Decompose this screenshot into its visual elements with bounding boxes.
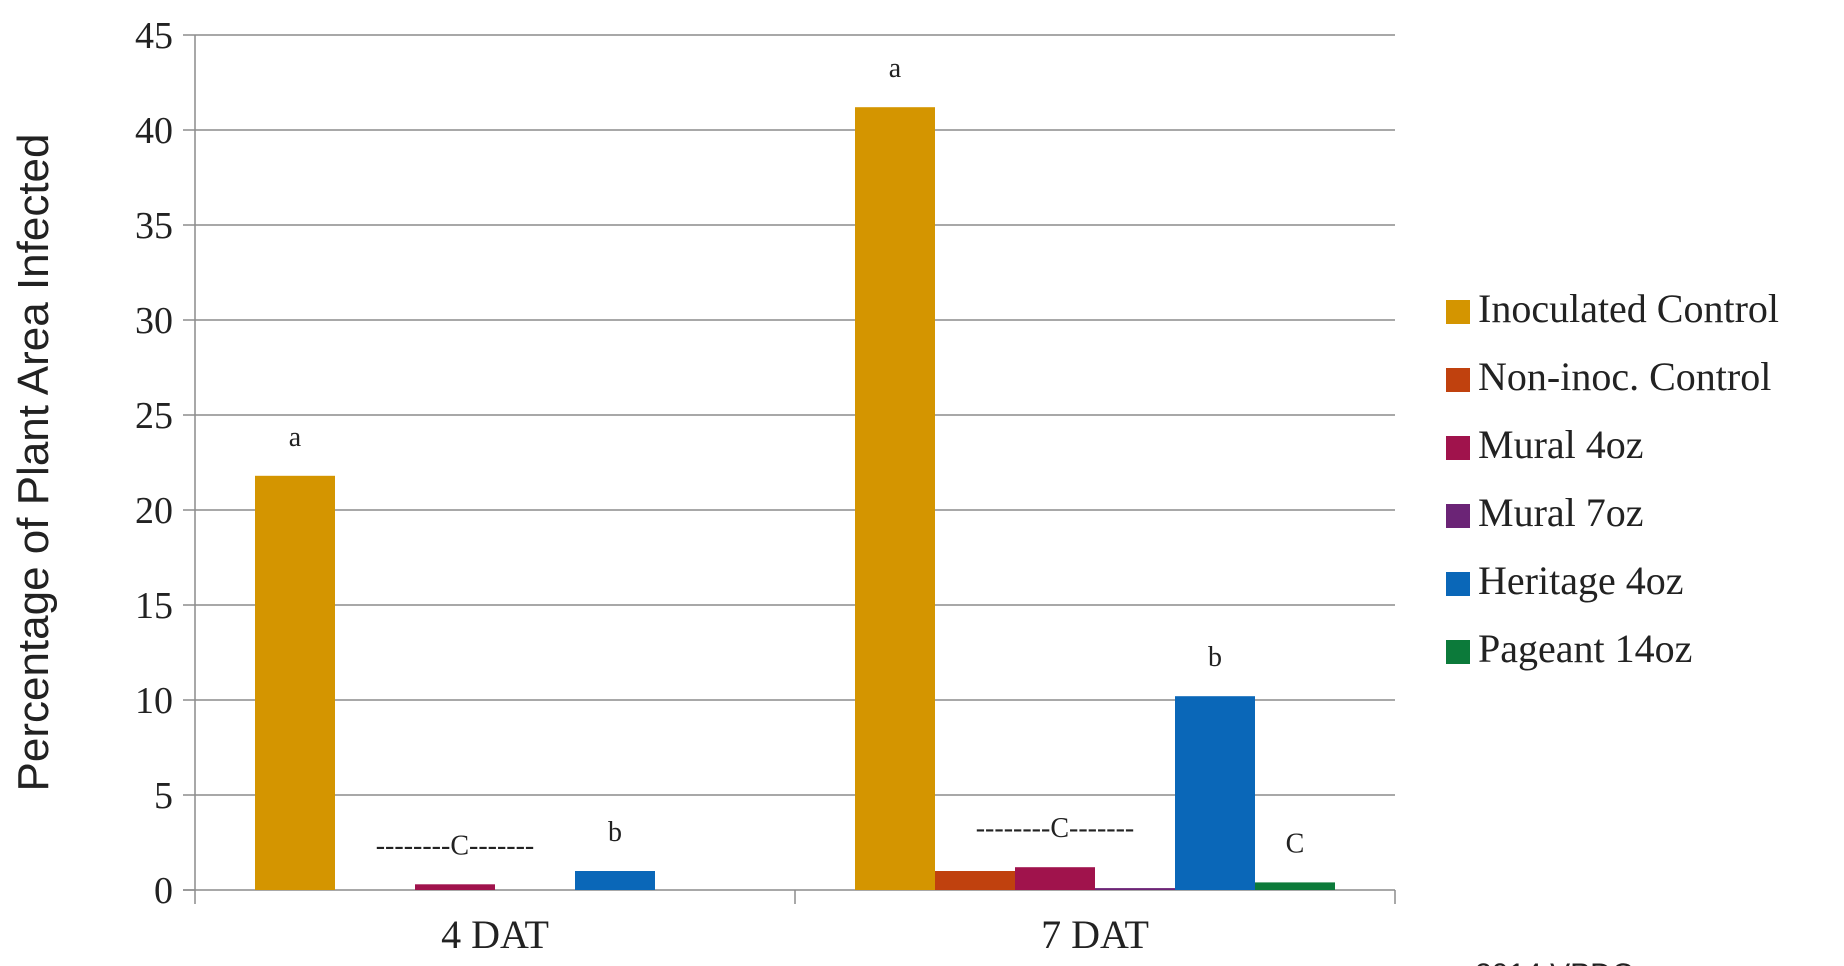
x-category-label-4-dat: 4 DAT [441, 912, 549, 957]
y-tick-label-25: 25 [135, 395, 173, 437]
bar-7-dat-non-inoc-control [935, 871, 1015, 890]
x-axis: 4 DAT 7 DAT [183, 889, 1396, 957]
y-tick-label-20: 20 [135, 490, 173, 532]
bar-7-dat-mural-7oz [1095, 888, 1175, 890]
y-tick-label-0: 0 [154, 870, 173, 912]
y-tick-label-40: 40 [135, 110, 173, 152]
legend-swatch-mural-7oz [1446, 504, 1470, 528]
y-axis-title: Percentage of Plant Area Infected [9, 133, 58, 791]
legend-swatch-heritage-4oz [1446, 572, 1470, 596]
bar-7-dat-heritage-4oz [1175, 696, 1255, 890]
legend-label-pageant-14oz: Pageant 14oz [1478, 626, 1692, 671]
annotation-5: b [1208, 642, 1222, 673]
bar-7-dat-pageant-14oz [1255, 882, 1335, 890]
bars [255, 107, 1335, 890]
y-tick-label-15: 15 [135, 585, 173, 627]
y-tick-label-30: 30 [135, 300, 173, 342]
legend-swatch-inoculated-control [1446, 300, 1470, 324]
footer-text: 2014 VPDC [1475, 958, 1633, 966]
annotations: a --------C------- b a --------C------- b C [289, 53, 1305, 861]
bar-4-dat-inoculated-control [255, 475, 335, 890]
annotation-6: C [1286, 828, 1305, 859]
y-tick-label-10: 10 [135, 680, 173, 722]
y-tick-label-5: 5 [154, 775, 173, 817]
bar-7-dat-inoculated-control [855, 107, 935, 890]
annotation-2: b [608, 817, 622, 848]
legend-swatch-mural-4oz [1446, 436, 1470, 460]
bar-4-dat-heritage-4oz [575, 871, 655, 890]
legend-label-heritage-4oz: Heritage 4oz [1478, 558, 1683, 603]
legend-label-inoculated-control: Inoculated Control [1478, 286, 1779, 331]
y-axis: 0 5 10 15 20 25 30 35 40 45 [135, 15, 196, 912]
annotation-4: --------C------- [976, 813, 1135, 844]
legend-label-mural-4oz: Mural 4oz [1478, 422, 1644, 467]
bar-7-dat-mural-4oz [1015, 867, 1095, 890]
legend-swatch-non-inoc-control [1446, 368, 1470, 392]
x-category-label-7-dat: 7 DAT [1041, 912, 1149, 957]
annotation-1: --------C------- [376, 830, 535, 861]
bar-4-dat-mural-4oz [415, 884, 495, 890]
gridlines [195, 34, 1395, 796]
y-tick-label-35: 35 [135, 205, 173, 247]
legend: Inoculated Control Non-inoc. Control Mural… [1446, 286, 1779, 671]
legend-label-mural-7oz: Mural 7oz [1478, 490, 1644, 535]
annotation-3: a [889, 53, 902, 84]
legend-label-non-inoc-control: Non-inoc. Control [1478, 354, 1771, 399]
y-tick-label-45: 45 [135, 15, 173, 57]
annotation-0: a [289, 422, 302, 453]
legend-swatch-pageant-14oz [1446, 640, 1470, 664]
